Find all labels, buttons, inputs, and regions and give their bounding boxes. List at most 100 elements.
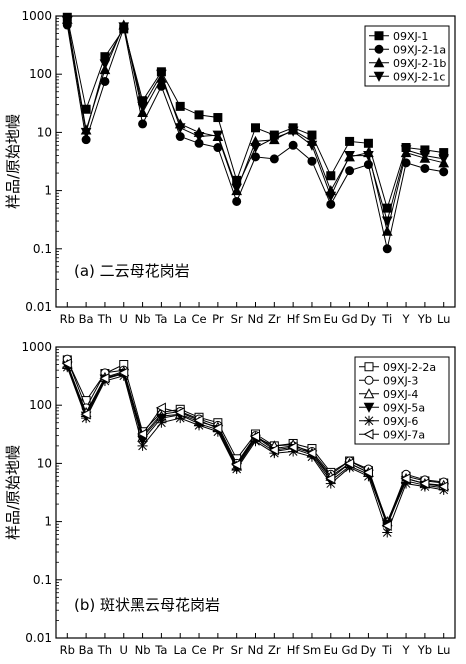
data-point bbox=[344, 151, 355, 162]
x-tick-label: Ce bbox=[191, 312, 206, 326]
legend-item: 09XJ-2-1c bbox=[369, 70, 445, 83]
x-tick-label: Nd bbox=[248, 643, 264, 657]
legend-marker bbox=[373, 57, 385, 68]
x-tick-label: Ti bbox=[381, 312, 392, 326]
data-point bbox=[174, 123, 186, 134]
data-point bbox=[194, 110, 204, 120]
x-tick-label: Pr bbox=[212, 312, 224, 326]
x-tick-label: U bbox=[120, 312, 128, 326]
data-point bbox=[438, 154, 450, 165]
data-point bbox=[326, 171, 336, 181]
panel-a: 0.01 0.1 1 10 100 1000 Rb Ba Th U Nb Ta La Ce Pr Sr Nd Zr… bbox=[4, 9, 456, 326]
x-tick-label: Y bbox=[402, 312, 411, 326]
y-tick-label: 0.1 bbox=[33, 242, 52, 256]
data-point bbox=[137, 440, 148, 451]
data-point bbox=[269, 154, 279, 164]
y-tick-label: 10 bbox=[37, 456, 52, 470]
x-tick-label: Eu bbox=[324, 643, 339, 657]
data-point bbox=[325, 191, 337, 202]
x-tick-label: Yb bbox=[417, 643, 432, 657]
x-tick-label: Ti bbox=[381, 643, 392, 657]
legend-label: 09XJ-1 bbox=[393, 30, 428, 43]
data-point bbox=[99, 59, 111, 70]
x-tick-label: Gd bbox=[341, 643, 357, 657]
data-point bbox=[400, 145, 412, 156]
x-tick-label: Sm bbox=[303, 643, 322, 657]
legend-label: 09XJ-2-1b bbox=[393, 57, 446, 70]
y-axis-label: 样品/原始地幔 bbox=[4, 114, 22, 209]
data-point bbox=[419, 151, 431, 162]
data-point bbox=[80, 127, 92, 138]
data-point bbox=[438, 481, 449, 492]
legend-marker bbox=[363, 388, 375, 399]
legend-item: 09XJ-3 bbox=[359, 374, 418, 387]
legend-marker bbox=[374, 44, 384, 54]
series-09XJ-2-1c bbox=[61, 16, 450, 227]
x-tick-label: U bbox=[120, 643, 128, 657]
legend-label: 09XJ-6 bbox=[383, 415, 418, 428]
x-tick-label: Hf bbox=[287, 312, 301, 326]
data-point bbox=[231, 459, 242, 471]
data-point bbox=[155, 402, 166, 414]
y-tick-label: 1000 bbox=[21, 340, 52, 354]
x-tick-label: Ta bbox=[154, 643, 167, 657]
y-tick-label: 1000 bbox=[21, 9, 52, 23]
legend-item: 09XJ-2-2a bbox=[359, 361, 436, 374]
x-tick-label: Eu bbox=[324, 312, 339, 326]
data-point bbox=[212, 423, 223, 434]
x-tick-label: Sr bbox=[231, 312, 243, 326]
data-point bbox=[193, 414, 204, 426]
legend-marker bbox=[374, 31, 384, 41]
data-point bbox=[363, 151, 374, 162]
data-point bbox=[381, 216, 393, 227]
legend-item: 09XJ-4 bbox=[359, 388, 418, 401]
data-point bbox=[156, 417, 167, 428]
legend-item: 09XJ-1 bbox=[369, 30, 428, 43]
panel-label: (b) 斑状黑云母花岗岩 bbox=[74, 596, 220, 614]
data-point bbox=[306, 447, 317, 459]
y-tick-label: 10 bbox=[37, 125, 52, 139]
data-point bbox=[345, 166, 355, 176]
legend-item: 09XJ-2-1a bbox=[369, 43, 446, 56]
x-tick-label: Y bbox=[402, 643, 411, 657]
legend-label: 09XJ-2-1a bbox=[393, 43, 446, 56]
x-tick-label: Dy bbox=[361, 643, 377, 657]
series-09XJ-7a bbox=[61, 358, 449, 532]
data-point bbox=[251, 123, 260, 133]
panel-b: 0.01 0.1 1 10 100 1000 Rb Ba Th U Nb Ta La Ce Pr Sr Nd Zr… bbox=[4, 340, 456, 657]
x-tick-label: Hf bbox=[287, 643, 301, 657]
x-tick-label: Zr bbox=[268, 312, 281, 326]
data-point bbox=[419, 478, 430, 489]
x-tick-label: La bbox=[173, 643, 186, 657]
legend-box bbox=[354, 356, 450, 445]
y-tick-label: 1 bbox=[44, 184, 52, 198]
x-tick-label: Yb bbox=[417, 312, 432, 326]
data-point bbox=[288, 140, 298, 150]
data-point bbox=[118, 22, 130, 33]
x-tick-label: Ba bbox=[79, 312, 94, 326]
data-point bbox=[287, 441, 298, 453]
legend-item: 09XJ-6 bbox=[359, 415, 418, 428]
data-point bbox=[61, 358, 72, 369]
legend-label: 09XJ-5a bbox=[383, 401, 425, 414]
data-point bbox=[439, 167, 449, 177]
data-point bbox=[174, 407, 185, 418]
data-point bbox=[138, 119, 148, 129]
data-point bbox=[362, 467, 373, 478]
x-tick-label: Nb bbox=[135, 643, 151, 657]
x-tick-label: Zr bbox=[268, 643, 281, 657]
legend-label: 09XJ-2-1c bbox=[393, 70, 445, 83]
data-point bbox=[137, 101, 148, 112]
data-point bbox=[99, 372, 110, 384]
x-tick-label: La bbox=[173, 312, 186, 326]
data-point bbox=[307, 156, 317, 166]
data-point bbox=[213, 113, 223, 123]
y-tick-label: 0.01 bbox=[25, 300, 52, 314]
data-point bbox=[232, 196, 242, 206]
data-point bbox=[175, 101, 185, 111]
series-09XJ-6 bbox=[62, 362, 449, 538]
legend-marker bbox=[373, 71, 385, 82]
data-point bbox=[250, 143, 261, 154]
x-tick-label: Ce bbox=[191, 643, 206, 657]
y-tick-label: 100 bbox=[29, 398, 52, 412]
